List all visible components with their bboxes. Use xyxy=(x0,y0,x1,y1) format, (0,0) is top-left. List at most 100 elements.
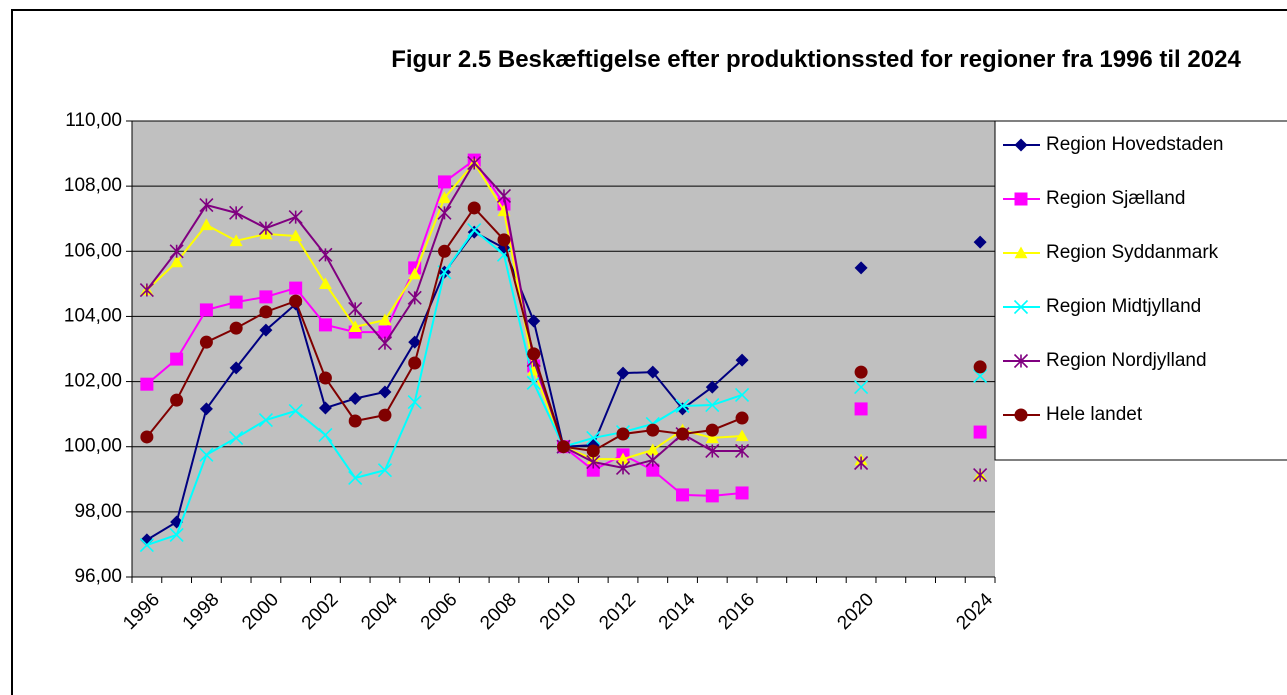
y-tick-label: 96,00 xyxy=(74,566,122,587)
data-point xyxy=(170,255,184,268)
data-point xyxy=(407,290,422,305)
data-point xyxy=(318,318,332,332)
data-point xyxy=(139,282,154,298)
y-tick-label: 98,00 xyxy=(74,501,122,522)
data-point xyxy=(288,210,303,225)
data-point xyxy=(289,229,303,242)
data-point xyxy=(408,335,422,349)
legend-marker xyxy=(1013,299,1029,315)
data-point xyxy=(140,430,154,444)
y-tick-label: 104,00 xyxy=(64,305,122,326)
data-point xyxy=(734,443,750,459)
data-point xyxy=(378,313,392,326)
y-tick-label: 100,00 xyxy=(64,436,122,457)
data-point xyxy=(854,261,868,275)
y-tick-label: 110,00 xyxy=(65,110,122,131)
data-point xyxy=(526,375,541,390)
legend-marker xyxy=(1014,408,1028,422)
data-point xyxy=(258,412,273,428)
data-point xyxy=(288,403,303,418)
chart-title: Figur 2.5 Beskæftigelse efter produktion… xyxy=(391,46,1241,73)
legend-marker xyxy=(1014,192,1028,206)
data-point xyxy=(854,365,868,379)
data-point xyxy=(705,423,719,437)
data-point xyxy=(496,188,512,203)
data-point xyxy=(258,221,273,236)
data-point xyxy=(437,191,451,204)
data-point xyxy=(735,411,749,425)
data-point xyxy=(676,427,690,441)
data-point xyxy=(348,392,362,406)
data-point xyxy=(348,414,362,428)
data-point xyxy=(170,393,184,407)
data-point xyxy=(408,356,422,370)
data-point xyxy=(586,454,601,470)
legend-label: Region Midtjylland xyxy=(1046,296,1201,317)
data-point xyxy=(229,295,243,309)
data-point xyxy=(407,395,422,410)
data-point xyxy=(973,425,987,439)
data-point xyxy=(705,431,719,444)
data-point xyxy=(259,290,273,304)
y-tick-label: 102,00 xyxy=(64,371,122,392)
data-point xyxy=(199,218,213,231)
legend-label: Region Nordjylland xyxy=(1046,350,1207,371)
data-point xyxy=(229,430,244,445)
data-point xyxy=(229,361,243,375)
data-point xyxy=(169,527,184,543)
data-point xyxy=(377,463,393,478)
data-point xyxy=(199,335,213,349)
data-point xyxy=(378,408,392,422)
data-point xyxy=(289,294,303,308)
data-point xyxy=(378,325,392,339)
data-point xyxy=(854,380,869,395)
data-point xyxy=(318,371,332,385)
data-point xyxy=(646,463,660,477)
data-point xyxy=(735,486,749,500)
data-point xyxy=(229,234,243,247)
data-point xyxy=(705,489,719,503)
data-point xyxy=(467,201,481,215)
legend-label: Region Hovedstaden xyxy=(1046,134,1223,155)
data-point xyxy=(348,470,363,486)
data-point xyxy=(586,444,600,458)
legend-label: Hele landet xyxy=(1046,404,1143,425)
data-point xyxy=(199,303,213,317)
data-point xyxy=(854,455,869,471)
data-point xyxy=(527,314,541,328)
data-point xyxy=(437,205,452,220)
data-point xyxy=(378,385,392,399)
data-point xyxy=(705,443,720,459)
legend-marker xyxy=(1013,353,1029,369)
legend-marker xyxy=(1014,246,1028,259)
data-point xyxy=(169,244,184,259)
data-point xyxy=(348,301,363,317)
data-point xyxy=(199,447,214,462)
data-point xyxy=(289,281,303,295)
data-point xyxy=(467,155,482,171)
plot-area xyxy=(132,121,995,577)
data-point xyxy=(973,235,987,249)
data-point xyxy=(735,429,749,442)
data-point xyxy=(259,305,273,319)
y-tick-label: 106,00 xyxy=(64,240,122,261)
data-point xyxy=(259,323,273,337)
data-point xyxy=(586,463,600,477)
data-point xyxy=(437,244,451,258)
data-point xyxy=(854,402,868,416)
data-point xyxy=(557,440,570,454)
data-point xyxy=(318,277,332,290)
data-point xyxy=(139,538,154,553)
data-point xyxy=(616,452,630,465)
data-point xyxy=(229,205,244,220)
data-point xyxy=(199,197,214,213)
legend-box xyxy=(994,120,1287,461)
data-point xyxy=(646,423,660,437)
data-point xyxy=(705,380,719,394)
data-point xyxy=(170,352,184,366)
data-point xyxy=(646,443,660,456)
data-point xyxy=(318,247,333,262)
data-point xyxy=(497,233,511,247)
